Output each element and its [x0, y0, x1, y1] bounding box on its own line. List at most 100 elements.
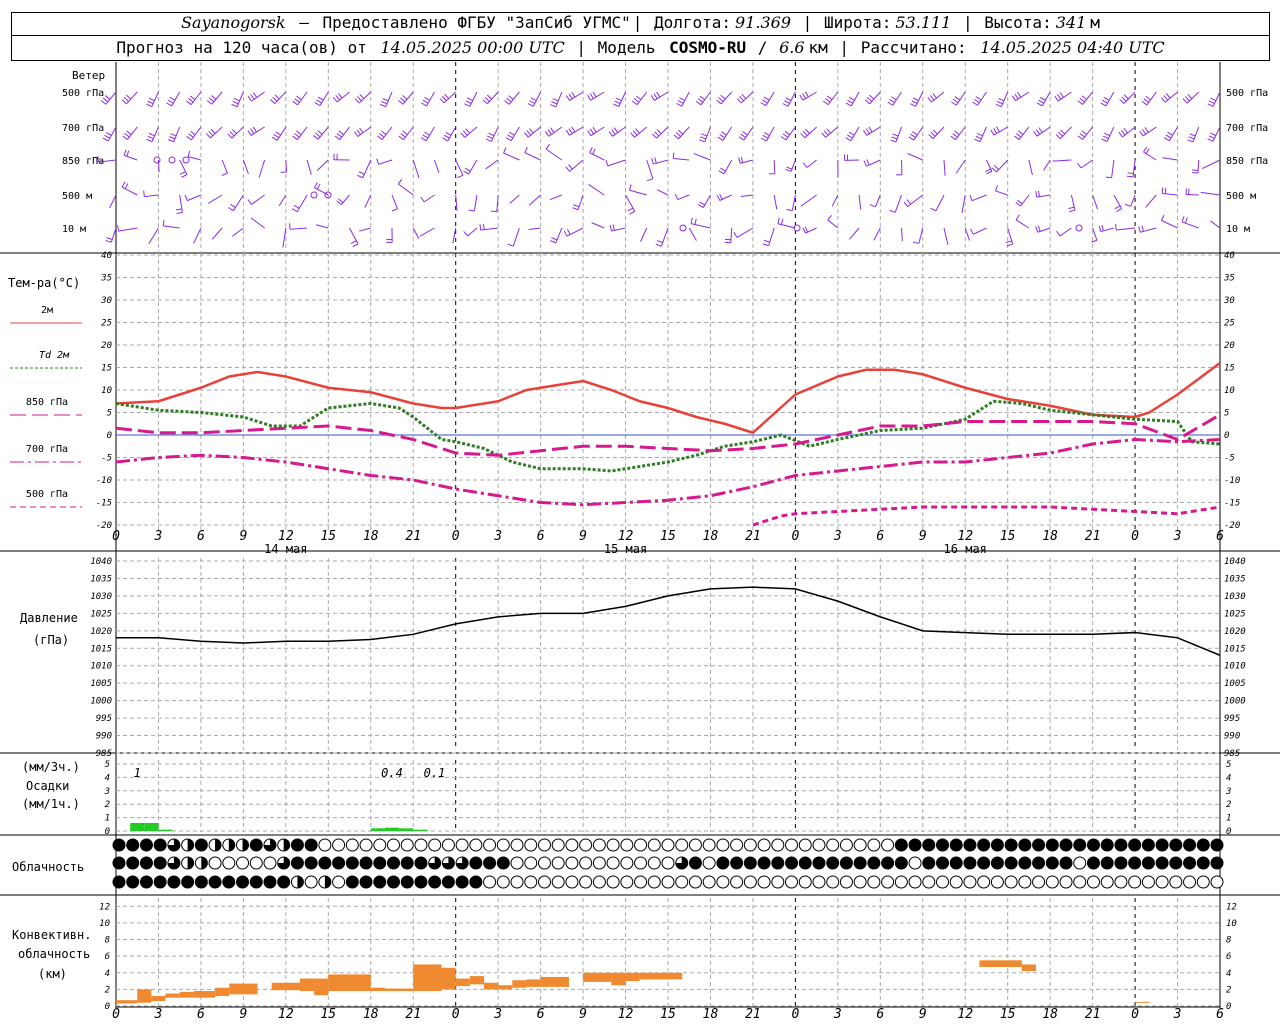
wind-barb — [1146, 91, 1157, 106]
cloud-cover-circle — [565, 875, 579, 889]
cloud-cover-circle — [1086, 856, 1100, 870]
wind-barb — [231, 227, 244, 237]
cloud-cover-circle — [455, 838, 469, 852]
wind-barb — [486, 91, 499, 105]
wind-barb — [211, 227, 223, 240]
wind-barb — [109, 194, 117, 209]
wind-barb — [850, 126, 860, 142]
precip-ytick-left: 5 — [105, 760, 110, 770]
wind-barb-feather — [334, 135, 341, 141]
wind-barb-feather — [780, 136, 787, 141]
wind-barb — [193, 227, 202, 244]
wind-barb-feather — [175, 208, 182, 211]
cloud-cover-circle — [1141, 856, 1155, 870]
cloud-cover-circle — [1045, 838, 1059, 852]
wind-barb — [98, 159, 117, 163]
cloud-cover-circle — [812, 875, 826, 889]
wind-barb — [297, 91, 308, 106]
cloud-cover-circle — [304, 856, 318, 870]
temp-ytick-left: 30 — [100, 296, 112, 306]
precip-unit-3h: (мм/3ч.) — [22, 760, 80, 774]
wind-barb — [607, 159, 626, 167]
cloud-cover-circle — [853, 856, 867, 870]
wind-barb-feather — [1127, 175, 1134, 178]
wind-barb — [455, 159, 464, 176]
cloud-cover-circle — [483, 875, 497, 889]
cloud-cover-circle — [1210, 875, 1224, 889]
wind-barb-feather — [613, 103, 620, 107]
wind-barb-feather — [402, 130, 408, 136]
wind-barb — [1162, 192, 1178, 196]
pressure-ytick-right: 1035 — [1224, 574, 1246, 584]
wind-barb-feather — [1077, 135, 1083, 140]
conv-ytick-left: 4 — [105, 969, 110, 979]
wind-barb-feather — [397, 178, 403, 185]
cloud-cover-circle — [332, 856, 346, 870]
wind-barb-feather — [332, 97, 338, 103]
wind-barb — [464, 126, 478, 138]
wind-barb-feather — [827, 214, 832, 221]
cloud-cover-circle — [263, 875, 277, 889]
wind-barb-feather — [589, 93, 594, 99]
temp-legend-label: 500 гПа — [26, 489, 68, 500]
wind-barb-feather — [572, 207, 579, 211]
cloud-cover-circle — [785, 856, 799, 870]
wind-barb-feather — [1161, 97, 1166, 103]
wind-barb — [290, 227, 308, 230]
wind-barb-feather — [1079, 97, 1085, 103]
cloud-cover-circle — [1004, 875, 1018, 889]
wind-barb-feather — [124, 183, 129, 190]
wind-barb-feather — [1101, 138, 1108, 142]
wind-barb-feather — [976, 132, 983, 137]
wind-barb — [455, 194, 458, 211]
conv-ytick-right: 2 — [1226, 985, 1231, 995]
wind-barb-feather — [544, 131, 550, 137]
wind-barb — [378, 159, 393, 165]
wind-barb-feather — [802, 93, 807, 99]
wind-barb — [250, 217, 265, 229]
wind-barb-feather — [357, 96, 362, 102]
wind-barb-feather — [568, 128, 573, 134]
wind-barb-feather — [1123, 94, 1129, 100]
wind-barb-feather — [464, 103, 471, 107]
cloud-cover-circle — [1100, 856, 1114, 870]
wind-barb — [358, 91, 372, 104]
wind-barb-feather — [1013, 135, 1020, 140]
pressure-ytick-left: 1025 — [90, 609, 112, 619]
wind-barb-feather — [316, 99, 322, 104]
wind-barb-feather — [1005, 240, 1012, 244]
wind-barb-feather — [353, 131, 359, 137]
wind-barb — [646, 159, 654, 179]
wind-barb-feather — [994, 165, 1000, 170]
cloud-cover-fill — [187, 839, 194, 851]
time-tick-label-bottom: 15 — [660, 1007, 676, 1022]
cloud-cover-circle — [785, 875, 799, 889]
wind-barb-feather — [720, 167, 726, 172]
wind-barb-feather — [1143, 98, 1150, 103]
wind-barb — [121, 186, 138, 196]
pressure-line — [116, 586, 1221, 656]
wind-barb-feather — [524, 132, 529, 138]
cloud-cover-circle — [922, 875, 936, 889]
precip-total-label: 0.1 — [424, 766, 446, 780]
wind-barb-feather — [672, 152, 675, 159]
wind-barb — [340, 194, 350, 205]
cloud-cover-circle — [373, 875, 387, 889]
cloud-cover-circle — [524, 838, 538, 852]
wind-barb-feather — [296, 130, 302, 136]
wind-barb-feather — [189, 95, 196, 100]
cloud-cover-circle — [1045, 875, 1059, 889]
wind-barb — [588, 184, 605, 196]
cloud-cover-circle — [153, 856, 167, 870]
wind-barb — [566, 227, 584, 237]
wind-barb-feather — [952, 133, 958, 138]
cloud-cover-circle — [1128, 875, 1142, 889]
pressure-ytick-left: 995 — [96, 714, 112, 724]
wind-barb — [548, 126, 563, 137]
precip-ytick-left: 4 — [105, 773, 110, 783]
cloud-cover-circle — [579, 838, 593, 852]
wind-barb-feather — [227, 133, 233, 139]
wind-barb — [412, 159, 420, 179]
time-tick-label-bottom: 18 — [363, 1007, 379, 1022]
cloud-cover-circle — [1183, 838, 1197, 852]
